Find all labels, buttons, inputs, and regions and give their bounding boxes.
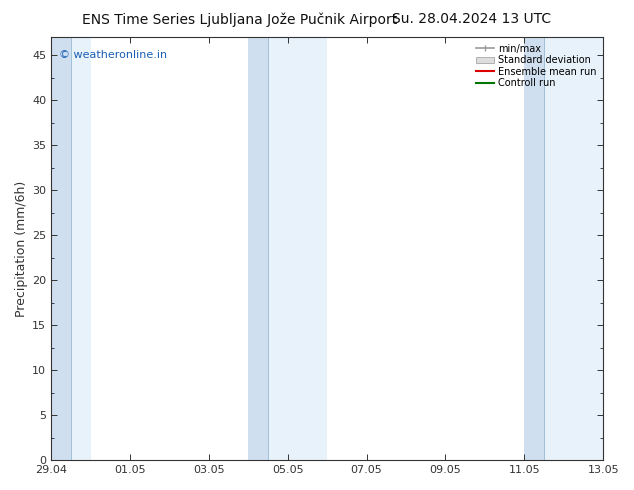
Bar [268, 37, 327, 460]
Bar [51, 37, 71, 460]
Bar [71, 37, 91, 460]
Bar [524, 37, 544, 460]
Bar [249, 37, 268, 460]
Text: ENS Time Series Ljubljana Jože Pučnik Airport: ENS Time Series Ljubljana Jože Pučnik Ai… [82, 12, 398, 27]
Text: Su. 28.04.2024 13 UTC: Su. 28.04.2024 13 UTC [392, 12, 552, 26]
Y-axis label: Precipitation (mm/6h): Precipitation (mm/6h) [15, 180, 28, 317]
Text: © weatheronline.in: © weatheronline.in [60, 50, 167, 60]
Legend: min/max, Standard deviation, Ensemble mean run, Controll run: min/max, Standard deviation, Ensemble me… [474, 42, 598, 90]
Bar [544, 37, 603, 460]
